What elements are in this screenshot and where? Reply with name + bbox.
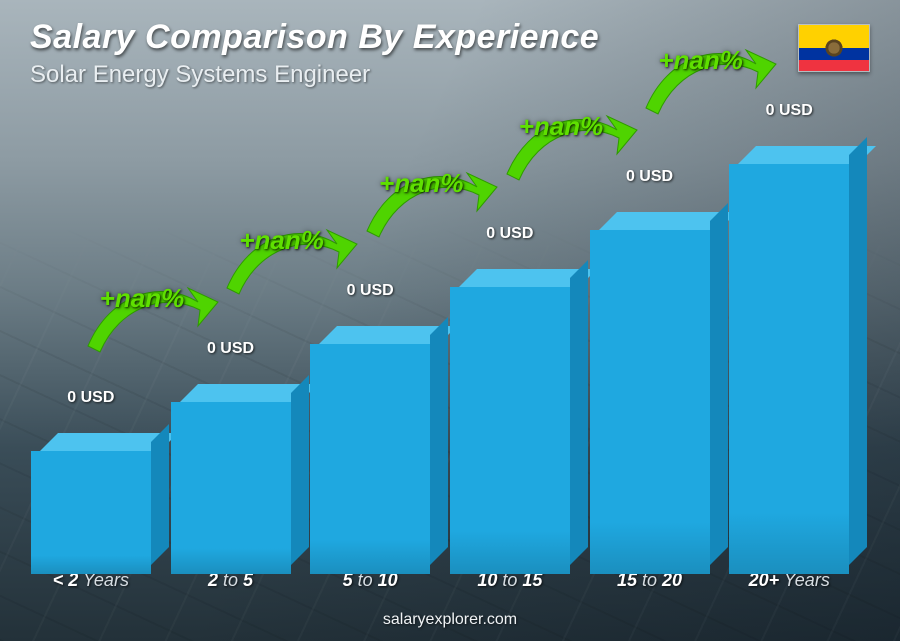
title-block: Salary Comparison By Experience Solar En… <box>30 18 599 89</box>
pct-increase-label: +nan% <box>239 225 324 256</box>
bar-value-label: 0 USD <box>67 389 114 407</box>
bar-wrap: 0 USD <box>30 433 152 556</box>
country-flag-icon <box>798 24 870 72</box>
chart-stage: Salary Comparison By Experience Solar En… <box>0 0 900 641</box>
bar-chart: 0 USD< 2 Years0 USD+nan%2 to 50 USD+nan%… <box>30 91 850 591</box>
pct-increase-label: +nan% <box>519 111 604 142</box>
bar-column: 0 USD< 2 Years <box>30 433 152 591</box>
bar <box>729 146 849 556</box>
bar-column: 0 USD+nan%15 to 20 <box>589 212 711 591</box>
bar <box>450 269 570 556</box>
pct-increase-label: +nan% <box>100 283 185 314</box>
bar-wrap: 0 USD+nan% <box>309 326 431 556</box>
bar-column: 0 USD+nan%20+ Years <box>728 146 850 591</box>
bar <box>171 384 291 556</box>
bar-wrap: 0 USD+nan% <box>449 269 571 556</box>
pct-increase-label: +nan% <box>658 45 743 76</box>
chart-subtitle: Solar Energy Systems Engineer <box>30 61 599 89</box>
bar-column: 0 USD+nan%5 to 10 <box>309 326 431 591</box>
bar <box>590 212 710 556</box>
pct-increase-label: +nan% <box>379 168 464 199</box>
bar-wrap: 0 USD+nan% <box>170 384 292 556</box>
bar <box>31 433 151 556</box>
bar-wrap: 0 USD+nan% <box>728 146 850 556</box>
chart-title: Salary Comparison By Experience <box>30 18 599 57</box>
footer-attribution: salaryexplorer.com <box>0 611 900 629</box>
bar-column: 0 USD+nan%10 to 15 <box>449 269 571 591</box>
bar-column: 0 USD+nan%2 to 5 <box>170 384 292 591</box>
bar <box>310 326 430 556</box>
bar-wrap: 0 USD+nan% <box>589 212 711 556</box>
